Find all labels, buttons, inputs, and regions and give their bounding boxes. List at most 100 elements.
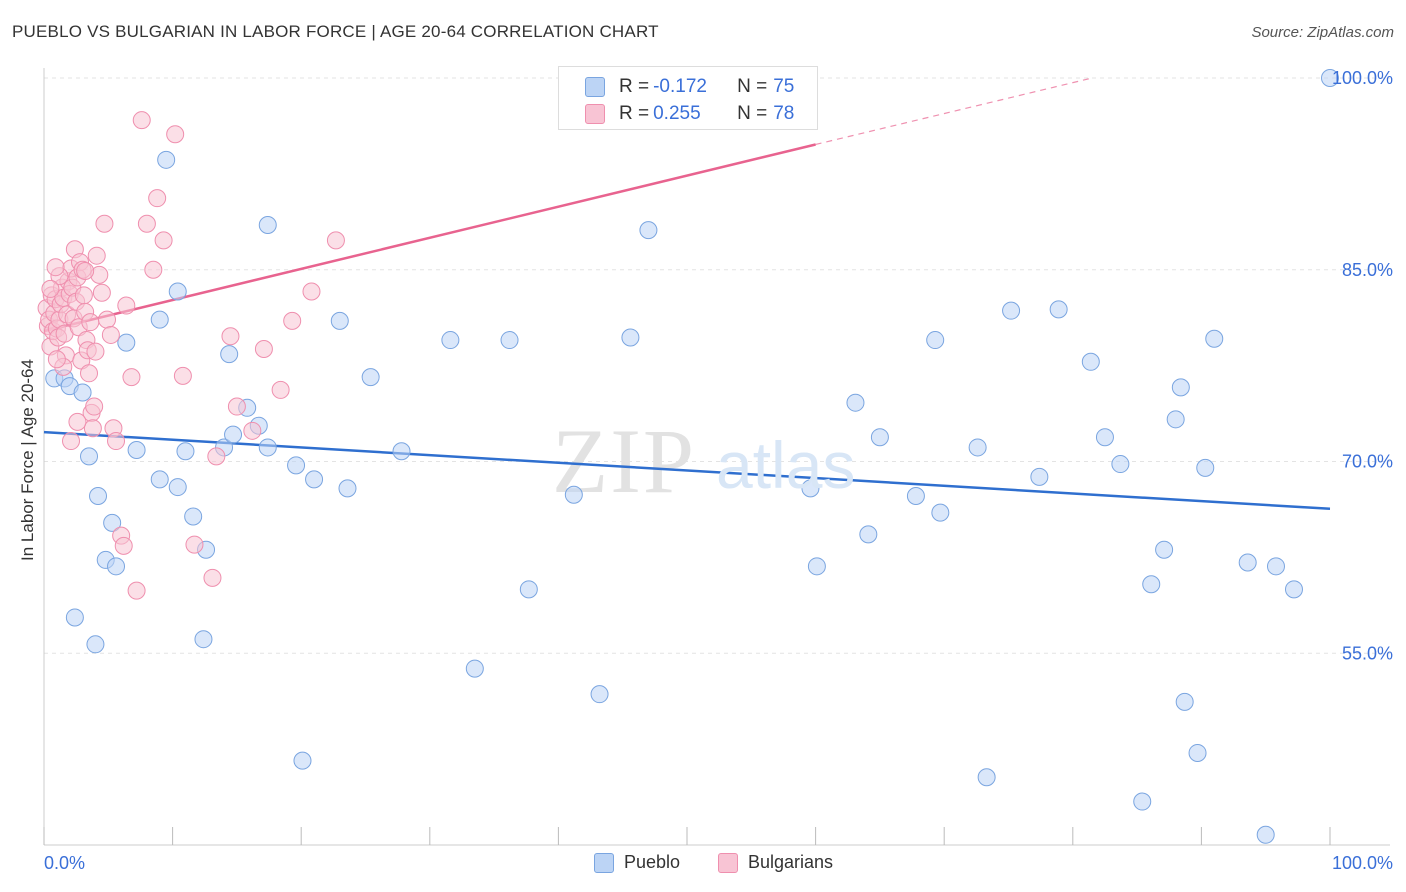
- legend-item-bulgarians[interactable]: Bulgarians: [718, 852, 833, 873]
- pueblo-n-label: N =: [737, 76, 768, 97]
- point-bulgarians: [74, 286, 93, 305]
- pueblo-r-label: R =: [619, 76, 650, 97]
- point-pueblo: [184, 507, 203, 526]
- point-bulgarians: [83, 419, 102, 438]
- point-pueblo: [176, 442, 195, 461]
- x-tick-label-start: 0.0%: [44, 853, 85, 873]
- point-pueblo: [441, 331, 460, 350]
- point-pueblo: [859, 525, 878, 544]
- point-pueblo: [1175, 692, 1194, 711]
- gridlines: [44, 77, 1390, 654]
- point-bulgarians: [92, 283, 111, 302]
- point-bulgarians: [326, 231, 345, 250]
- point-bulgarians: [85, 397, 104, 416]
- source-label: Source: ZipAtlas.com: [1251, 24, 1394, 41]
- point-pueblo: [1081, 352, 1100, 371]
- point-bulgarians: [117, 296, 136, 315]
- point-pueblo: [1188, 743, 1207, 762]
- point-bulgarians: [243, 421, 262, 440]
- point-pueblo: [1002, 301, 1021, 320]
- point-bulgarians: [98, 310, 117, 329]
- axes: [43, 68, 1390, 846]
- legend-item-pueblo[interactable]: Pueblo: [594, 852, 680, 873]
- point-pueblo: [1266, 557, 1285, 576]
- legend-bulgarians-swatch: [718, 852, 738, 873]
- point-bulgarians: [114, 536, 133, 555]
- point-pueblo: [117, 333, 136, 352]
- pueblo-swatch: [585, 77, 605, 97]
- y-tick-label: 70.0%: [1342, 452, 1393, 472]
- bottom-legend: Pueblo Bulgarians: [0, 852, 1406, 878]
- point-pueblo: [305, 470, 324, 489]
- trendline-bulgarians-extension: [815, 77, 1093, 146]
- chart-title: PUEBLO VS BULGARIAN IN LABOR FORCE | AGE…: [12, 22, 659, 41]
- bulgarians-n-label: N =: [737, 103, 768, 124]
- point-pueblo: [361, 368, 380, 387]
- point-pueblo: [330, 311, 349, 330]
- point-bulgarians: [122, 368, 141, 387]
- point-pueblo: [564, 485, 583, 504]
- pueblo-n-value: 75: [773, 76, 795, 97]
- point-pueblo: [1205, 329, 1224, 348]
- point-bulgarians: [68, 412, 87, 431]
- point-bulgarians: [254, 340, 273, 359]
- point-bulgarians: [132, 111, 151, 130]
- point-bulgarians: [76, 262, 95, 281]
- point-pueblo: [392, 442, 411, 461]
- point-bulgarians: [148, 189, 167, 208]
- point-pueblo: [590, 685, 609, 704]
- point-bulgarians: [41, 279, 60, 298]
- point-pueblo: [968, 438, 987, 457]
- trend-lines: [43, 77, 1331, 511]
- stats-legend: R = -0.172 N = 75 R = 0.255 N = 78: [558, 66, 818, 130]
- tick-labels: 55.0% 70.0% 85.0% 100.0% 0.0% 100.0%: [44, 68, 1393, 873]
- point-pueblo: [1238, 553, 1257, 572]
- point-pueblo: [846, 393, 865, 412]
- y-axis-label: In Labor Force | Age 20-64: [18, 359, 37, 561]
- stats-row-bulgarians: R = 0.255 N = 78: [559, 101, 817, 127]
- series-bulgarians: [37, 111, 345, 600]
- point-pueblo: [86, 635, 105, 654]
- point-pueblo: [150, 470, 169, 489]
- point-pueblo: [870, 428, 889, 447]
- point-bulgarians: [87, 246, 106, 265]
- point-pueblo: [157, 150, 176, 169]
- point-bulgarians: [81, 313, 100, 332]
- point-pueblo: [931, 503, 950, 522]
- watermark-atlas: atlas: [716, 428, 855, 502]
- point-pueblo: [1166, 410, 1185, 429]
- point-pueblo: [127, 440, 146, 459]
- point-pueblo: [220, 345, 239, 364]
- point-pueblo: [258, 216, 277, 235]
- point-pueblo: [338, 479, 357, 498]
- trendline-bulgarians: [43, 143, 816, 333]
- y-tick-label: 85.0%: [1342, 260, 1393, 280]
- point-pueblo: [168, 282, 187, 301]
- point-pueblo: [224, 425, 243, 444]
- point-pueblo: [1171, 378, 1190, 397]
- point-pueblo: [1111, 455, 1130, 474]
- point-bulgarians: [221, 327, 240, 346]
- point-pueblo: [1142, 575, 1161, 594]
- y-axis-label-wrap: In Labor Force | Age 20-64: [16, 330, 40, 590]
- point-pueblo: [258, 438, 277, 457]
- point-pueblo: [519, 580, 538, 599]
- point-bulgarians: [80, 364, 99, 383]
- point-pueblo: [500, 331, 519, 350]
- point-pueblo: [80, 447, 99, 466]
- point-pueblo: [293, 751, 312, 770]
- point-bulgarians: [166, 125, 185, 144]
- point-pueblo: [906, 487, 925, 506]
- point-pueblo: [89, 487, 108, 506]
- point-pueblo: [1095, 428, 1114, 447]
- point-pueblo: [103, 513, 122, 532]
- point-bulgarians: [46, 258, 65, 277]
- point-bulgarians: [271, 380, 290, 399]
- legend-bulgarians-label: Bulgarians: [748, 852, 834, 872]
- point-bulgarians: [137, 214, 156, 233]
- point-bulgarians: [101, 325, 120, 344]
- point-bulgarians: [144, 260, 163, 279]
- point-bulgarians: [107, 432, 126, 451]
- trendline-pueblo: [43, 430, 1331, 511]
